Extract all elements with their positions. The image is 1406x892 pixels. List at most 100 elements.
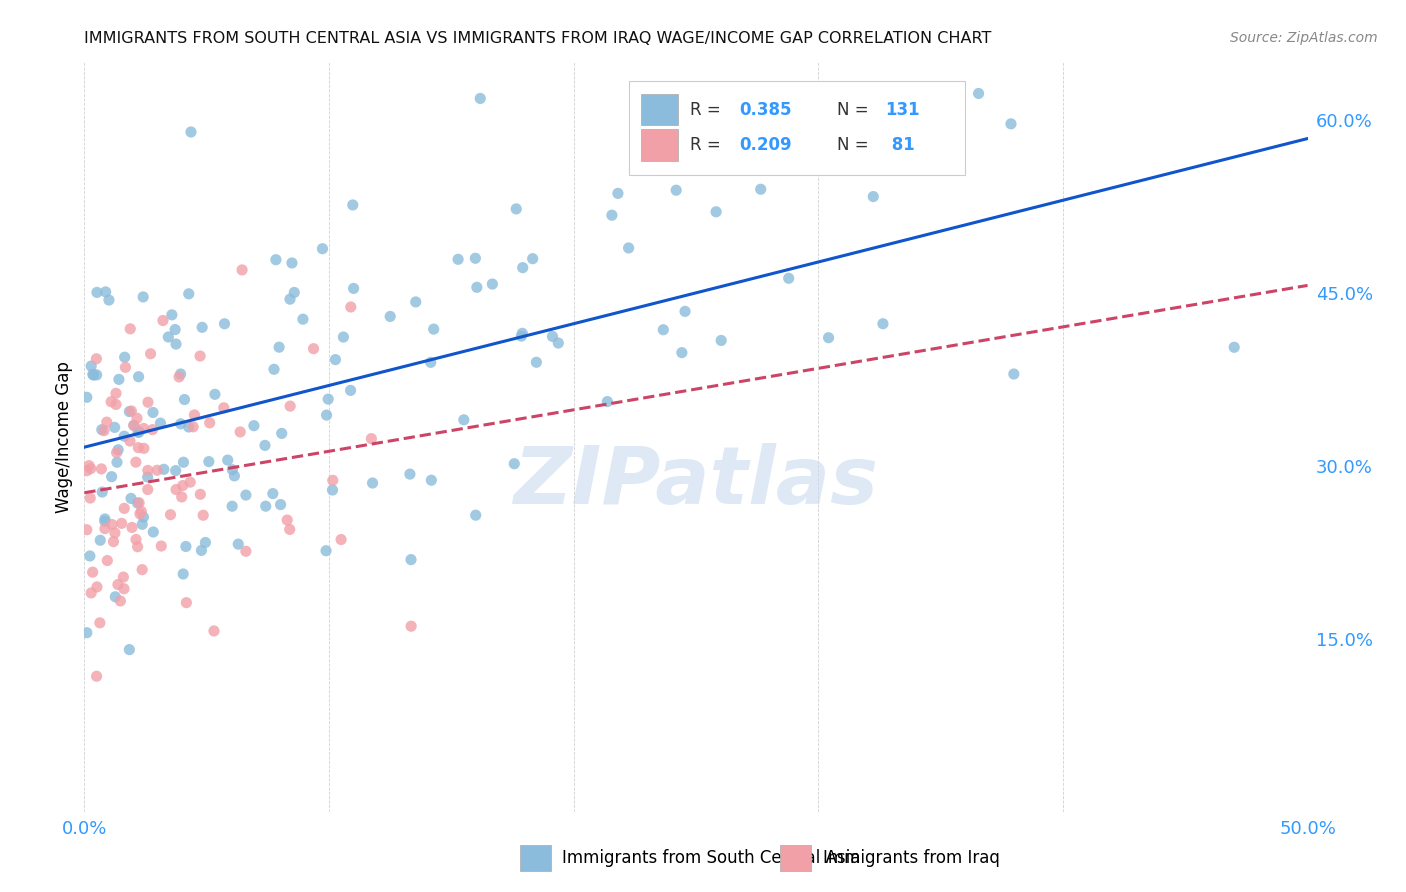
Point [278, 523, 301, 537]
Point [86, 580, 108, 594]
Point [169, 367, 191, 381]
Point [180, 125, 202, 139]
Point [112, 582, 135, 596]
Point [170, 417, 193, 431]
Point [316, 392, 339, 406]
Point [150, 539, 173, 553]
Point [93, 424, 115, 438]
Point [128, 496, 150, 510]
Point [464, 508, 486, 523]
Text: 0.209: 0.209 [738, 136, 792, 153]
Point [149, 416, 172, 430]
Point [671, 345, 693, 359]
Point [276, 513, 298, 527]
Text: Immigrants from Iraq: Immigrants from Iraq [823, 849, 1000, 867]
Point [125, 533, 148, 547]
Point [503, 457, 526, 471]
Point [100, 394, 122, 409]
Point [136, 470, 159, 484]
Point [94, 512, 117, 526]
Point [160, 308, 183, 322]
Point [157, 330, 180, 344]
Point [103, 534, 125, 549]
Point [132, 510, 155, 524]
Point [399, 552, 422, 566]
Point [212, 401, 235, 415]
Text: R =: R = [690, 136, 725, 153]
Point [107, 577, 129, 591]
Text: R =: R = [690, 101, 725, 119]
Text: Immigrants from South Central Asia: Immigrants from South Central Asia [562, 849, 860, 867]
Point [360, 432, 382, 446]
Point [231, 263, 253, 277]
Point [778, 271, 800, 285]
Point [131, 504, 153, 518]
Point [1223, 340, 1246, 354]
Point [86, 368, 108, 382]
Point [94, 285, 117, 299]
Point [193, 508, 215, 523]
Point [96, 415, 118, 429]
Point [129, 507, 152, 521]
Point [76, 523, 98, 537]
Point [547, 336, 569, 351]
Point [104, 397, 127, 411]
Point [1002, 367, 1025, 381]
Point [104, 420, 127, 434]
Point [512, 326, 534, 341]
Point [101, 517, 124, 532]
Point [422, 322, 444, 336]
Point [270, 498, 292, 512]
Point [128, 425, 150, 439]
Point [122, 418, 145, 433]
FancyBboxPatch shape [641, 129, 678, 161]
Point [125, 411, 148, 425]
Point [165, 337, 187, 351]
Point [105, 455, 128, 469]
Point [177, 286, 200, 301]
Point [118, 404, 141, 418]
Point [510, 329, 533, 343]
Point [132, 290, 155, 304]
Point [76, 464, 98, 478]
Point [177, 420, 200, 434]
Point [281, 256, 304, 270]
Point [112, 429, 135, 443]
Text: N =: N = [837, 136, 873, 153]
Point [114, 360, 136, 375]
FancyBboxPatch shape [641, 94, 678, 126]
Point [165, 322, 187, 336]
Point [278, 292, 301, 306]
Point [152, 313, 174, 327]
Point [89, 533, 111, 548]
Point [79, 549, 101, 563]
Point [191, 320, 214, 334]
Point [179, 475, 201, 490]
Point [136, 463, 159, 477]
Point [82, 368, 104, 382]
Point [512, 260, 534, 275]
Point [243, 418, 266, 433]
Point [817, 331, 839, 345]
Point [190, 543, 212, 558]
Point [596, 394, 619, 409]
Point [89, 615, 111, 630]
Point [104, 525, 127, 540]
Point [142, 405, 165, 419]
Point [167, 370, 190, 384]
Point [217, 453, 239, 467]
Point [710, 334, 733, 348]
Point [278, 399, 301, 413]
Point [172, 478, 194, 492]
Point [470, 91, 492, 105]
Text: N =: N = [837, 101, 873, 119]
Point [86, 669, 108, 683]
Point [188, 349, 211, 363]
Point [524, 355, 547, 369]
Point [96, 553, 118, 567]
Point [118, 642, 141, 657]
Point [136, 395, 159, 409]
Point [97, 293, 120, 307]
Point [170, 490, 193, 504]
Point [214, 317, 236, 331]
